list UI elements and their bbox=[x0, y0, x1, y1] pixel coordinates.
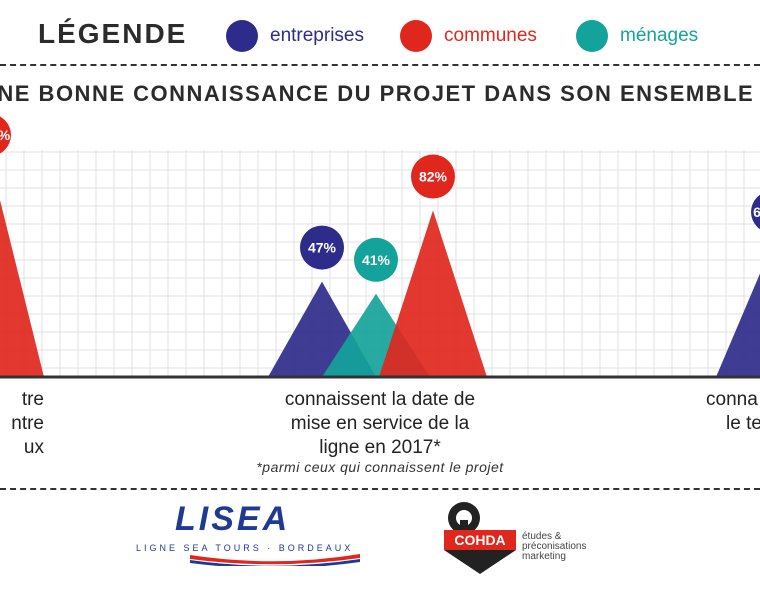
value-badge-communes bbox=[411, 154, 455, 199]
value-badge-entreprises-partial bbox=[751, 194, 760, 230]
cohda-tagline-line: études & bbox=[522, 531, 562, 542]
lisea-swoosh bbox=[190, 554, 360, 566]
caption-line: ligne en 2017* bbox=[319, 437, 441, 458]
legend-item-menages: ménages bbox=[576, 20, 698, 52]
caption-line: connaissent la date de bbox=[284, 389, 476, 410]
caption-left-partial: tre ntre ux bbox=[0, 388, 44, 460]
data-label-ménages: 41% bbox=[362, 252, 391, 268]
lisea-logo-tagline: LIGNE SEA TOURS · BORDEAUX bbox=[136, 543, 354, 553]
caption-date-mise-en-service: connaissent la date de mise en service d… bbox=[250, 388, 510, 460]
legend-swatch-entreprises bbox=[226, 20, 258, 52]
value-badge-ménages bbox=[354, 237, 398, 282]
data-label-partial: 6 bbox=[753, 204, 760, 220]
legend-label-menages: ménages bbox=[620, 25, 699, 46]
caption-line: mise en service de la bbox=[290, 413, 470, 434]
caption-right-partial: conna le te bbox=[706, 388, 760, 436]
peak-communes bbox=[379, 210, 487, 377]
data-label-partial: % bbox=[0, 127, 11, 143]
data-label-entreprises: 47% bbox=[308, 240, 337, 256]
cohda-emblem bbox=[444, 502, 516, 574]
caption-line: le te bbox=[726, 413, 760, 434]
legend-label-communes: communes bbox=[444, 25, 537, 46]
legend-swatch-communes bbox=[400, 20, 432, 52]
legend-title: LÉGENDE bbox=[38, 18, 188, 49]
caption-line: ntre bbox=[11, 413, 44, 434]
legend-item-communes: communes bbox=[400, 20, 537, 52]
legend-swatch-menages bbox=[576, 20, 608, 52]
section-subtitle: UNE BONNE CONNAISSANCE DU PROJET DANS SO… bbox=[0, 81, 755, 106]
chart-area: 47% 41% 82%% 6 bbox=[0, 116, 760, 379]
cohda-tagline-line: marketing bbox=[522, 551, 566, 562]
data-label-communes: 82% bbox=[419, 169, 448, 185]
caption-line: conna bbox=[706, 389, 758, 410]
caption-line: ux bbox=[23, 437, 44, 458]
cohda-tagline-line: préconisations bbox=[522, 541, 587, 552]
lisea-logo-word: LISEA bbox=[175, 500, 291, 538]
value-badge-entreprises bbox=[300, 225, 344, 270]
bottom-divider bbox=[0, 488, 760, 490]
top-divider bbox=[0, 64, 760, 66]
cohda-logo-tagline: études & préconisations marketing bbox=[522, 532, 586, 562]
caption-line: tre bbox=[21, 389, 44, 410]
peak-communes-partial bbox=[0, 200, 44, 377]
legend-item-entreprises: entreprises bbox=[226, 20, 364, 52]
footnote: *parmi ceux qui connaissent le projet bbox=[256, 459, 504, 475]
legend-label-entreprises: entreprises bbox=[270, 25, 364, 46]
value-badge-communes-partial bbox=[0, 116, 11, 154]
cohda-logo-word: COHDA bbox=[444, 530, 516, 550]
